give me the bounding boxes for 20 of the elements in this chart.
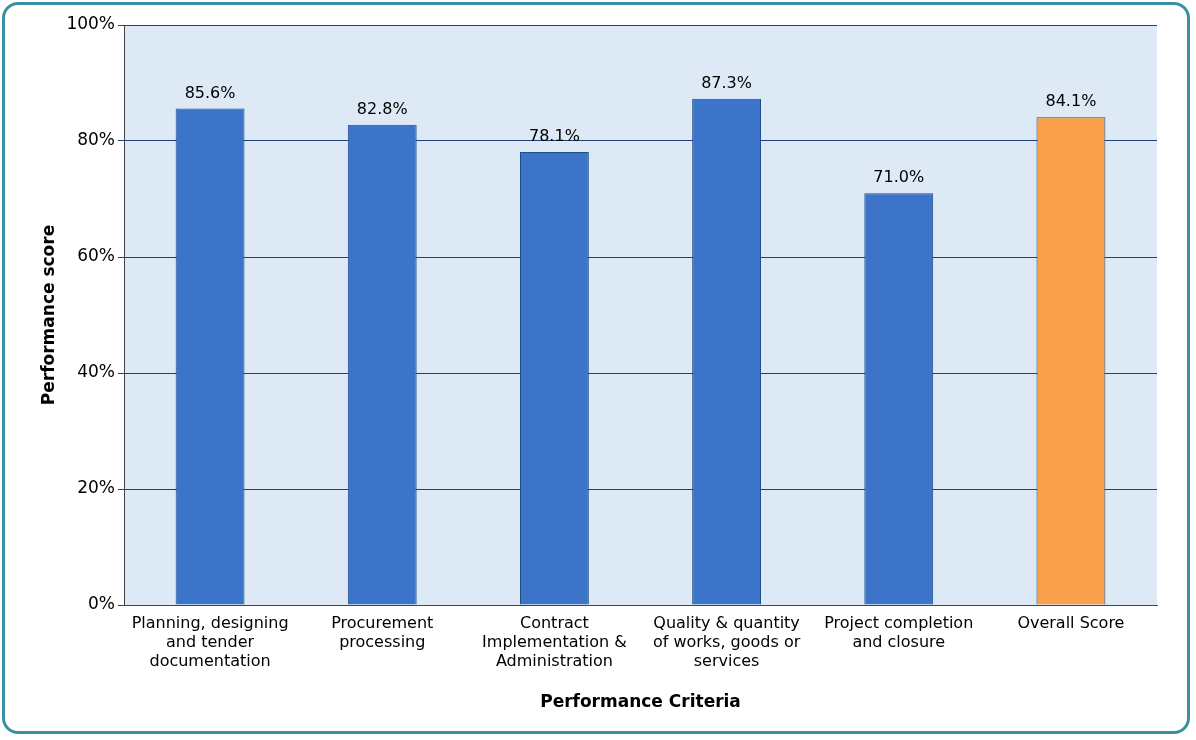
y-tick-label: 80%	[77, 129, 115, 150]
data-label: 71.0%	[873, 167, 925, 187]
y-tick-label: 40%	[77, 361, 115, 382]
x-tick-label: Quality & quantity of works, goods or services	[652, 612, 801, 671]
data-label: 82.8%	[356, 98, 408, 118]
y-tick-label: 0%	[88, 593, 115, 614]
y-tick-label: 60%	[77, 245, 115, 266]
x-tick-label: Procurement processing	[331, 612, 434, 651]
y-axis-title: Performance score	[37, 224, 58, 406]
x-axis-title: Performance Criteria	[540, 691, 741, 712]
x-tick-label: Overall Score	[1017, 612, 1125, 632]
data-label: 87.3%	[701, 72, 752, 92]
x-tick-label: Planning, designing and tender documentation	[131, 612, 289, 671]
data-label: 85.6%	[184, 82, 236, 102]
y-tick-label: 20%	[77, 477, 115, 498]
x-tick-label: Project completion and closure	[824, 612, 974, 651]
data-label: 78.1%	[529, 126, 580, 146]
x-tick-label: Contract Implementation & Administration	[482, 612, 627, 671]
y-tick-label: 100%	[66, 13, 115, 34]
data-label: 84.1%	[1045, 91, 1097, 111]
